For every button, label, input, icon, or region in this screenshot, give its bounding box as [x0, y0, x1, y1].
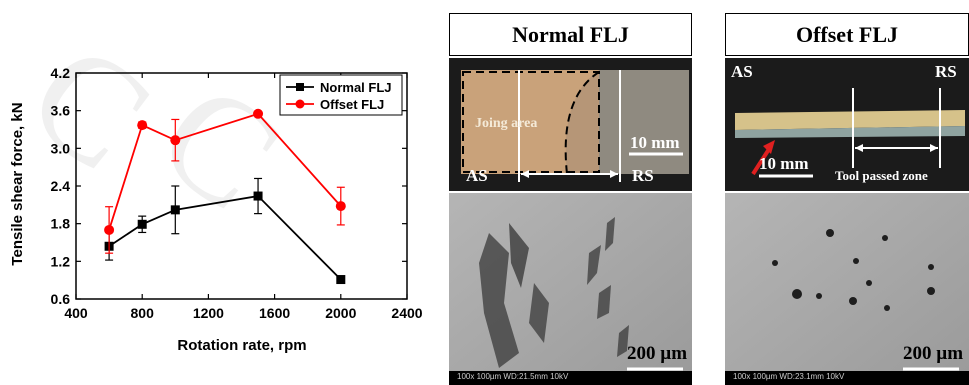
cross-section-bottom: [735, 126, 965, 138]
cross-section-top: [735, 110, 965, 130]
pore: [884, 305, 890, 311]
pore: [882, 235, 888, 241]
offset-sem-illustration: [725, 193, 969, 385]
sem-info-bar: [449, 371, 692, 385]
tensile-shear-chart: 400 800 1200 1600 2000 2400 0.6 1.2 1.8 2.4 3.0 3.6…: [9, 65, 423, 354]
pore: [849, 297, 857, 305]
x-tick-label: 800: [131, 305, 155, 321]
pore: [792, 289, 802, 299]
legend-label: Offset FLJ: [320, 97, 384, 112]
pore: [928, 264, 934, 270]
void-cluster: [509, 223, 529, 288]
legend: Normal FLJ Offset FLJ: [279, 74, 403, 116]
data-point-offset-flj: [253, 108, 264, 119]
void-cluster: [587, 245, 601, 285]
void-cluster: [529, 283, 549, 343]
x-tick-label: 400: [64, 305, 88, 321]
sem-info-offset: 100x 100µm WD:23.1mm 10kV: [733, 372, 845, 381]
panel-title-normal: Normal FLJ: [449, 13, 692, 56]
legend-marker: [296, 83, 304, 91]
arrowhead-right: [930, 144, 938, 152]
as-label-offset: AS: [731, 62, 753, 81]
normal-macro-illustration: [461, 70, 689, 182]
void-cluster: [479, 233, 519, 368]
normal-sem-image: 200 µm 100x 100µm WD:21.5mm 10kV: [449, 193, 692, 385]
series-layer: [104, 108, 346, 285]
data-point-normal-flj: [336, 275, 346, 285]
rs-label-normal: RS: [632, 166, 654, 185]
panel-title-normal-text: Normal FLJ: [512, 21, 629, 47]
data-point-normal-flj: [253, 191, 263, 201]
red-arrow-head: [763, 140, 775, 154]
sem-info-bar: [725, 371, 969, 385]
x-tick-label: 2000: [325, 305, 356, 321]
interface-dashed-line: [564, 71, 600, 175]
pore: [816, 293, 822, 299]
pore: [866, 280, 872, 286]
data-point-offset-flj: [137, 120, 148, 131]
normal-sem-illustration: [449, 193, 692, 385]
y-tick-label: 1.2: [51, 253, 71, 269]
y-tick-label: 3.0: [51, 140, 71, 156]
y-tick-label: 3.6: [51, 103, 71, 119]
void-cluster: [597, 285, 611, 319]
data-point-offset-flj: [170, 135, 181, 146]
joint-interface: [565, 70, 599, 174]
x-tick-label: 1200: [193, 305, 224, 321]
arrowhead-left: [855, 144, 863, 152]
micro-scale-label: 200 µm: [627, 343, 688, 364]
pore: [826, 229, 834, 237]
offset-sem-image: 200 µm 100x 100µm WD:23.1mm 10kV: [725, 193, 969, 385]
pore: [772, 260, 778, 266]
legend-label: Normal FLJ: [320, 80, 392, 95]
data-point-normal-flj: [170, 205, 180, 215]
void-cluster: [605, 217, 615, 251]
offset-macro-illustration: [735, 88, 965, 178]
legend-box: [279, 74, 403, 116]
y-tick-label: 1.8: [51, 216, 71, 232]
x-tick-label: 1600: [259, 305, 290, 321]
aluminium-sheet: [599, 70, 689, 174]
series-line-offset-flj: [108, 112, 342, 231]
joint-area-label: Joing area: [475, 116, 538, 131]
rs-label-offset: RS: [935, 62, 957, 81]
y-axis-label: Tensile shear force, kN: [9, 102, 26, 265]
ticks-layer: 400 800 1200 1600 2000 2400 0.6 1.2 1.8 2.4 3.0 3.6…: [51, 65, 423, 321]
arrowhead-left: [521, 170, 529, 178]
offset-macro-photo: AS RS 10 mm Tool passed zone: [725, 58, 969, 191]
x-axis-label: Rotation rate, rpm: [177, 337, 306, 354]
y-tick-label: 2.4: [51, 178, 71, 194]
y-tick-label: 0.6: [51, 291, 71, 307]
pore: [927, 287, 935, 295]
y-tick-label: 4.2: [51, 65, 71, 81]
x-tick-label: 2400: [391, 305, 422, 321]
pore: [853, 258, 859, 264]
panel-title-offset-text: Offset FLJ: [795, 21, 899, 47]
series-line-normal-flj: [108, 195, 342, 281]
joint-area-outline: [462, 71, 600, 173]
macro-scale-label-offset: 10 mm: [759, 154, 809, 173]
legend-marker: [295, 99, 305, 109]
as-label-normal: AS: [466, 166, 488, 185]
micro-scale-label-offset: 200 µm: [903, 343, 964, 364]
tool-zone-label: Tool passed zone: [835, 168, 928, 183]
data-point-offset-flj: [104, 224, 115, 235]
void-cluster: [617, 325, 629, 357]
macro-scale-label: 10 mm: [630, 133, 680, 152]
sem-info-normal: 100x 100µm WD:21.5mm 10kV: [457, 372, 569, 381]
data-point-offset-flj: [335, 201, 346, 212]
data-point-normal-flj: [137, 219, 147, 229]
normal-macro-photo: Joing area 10 mm AS RS: [449, 58, 692, 191]
panel-title-offset: Offset FLJ: [725, 13, 969, 56]
arrowhead-right: [610, 170, 618, 178]
